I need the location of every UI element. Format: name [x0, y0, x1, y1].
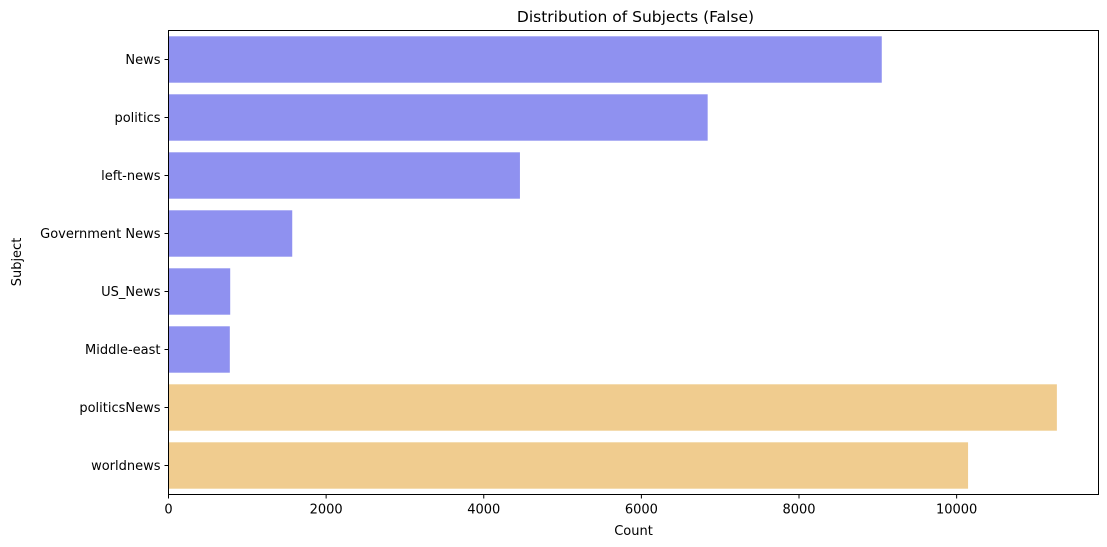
y-tick-label: left-news: [101, 169, 161, 184]
bar-politicsnews: [168, 384, 1057, 431]
axes-layer: [168, 30, 1099, 495]
bar-news: [168, 36, 882, 83]
bar-worldnews: [168, 442, 969, 489]
y-tick-label: politicsNews: [79, 401, 160, 416]
y-tick-label: Government News: [40, 227, 161, 242]
y-tick-label: politics: [114, 111, 160, 126]
bars-layer: [168, 36, 1057, 489]
y-tick-label: US_News: [101, 285, 161, 300]
chart-title: Distribution of Subjects (False): [517, 8, 754, 26]
x-tick-label: 4000: [467, 503, 500, 518]
y-axis-label: Subject: [10, 238, 25, 287]
bar-middle-east: [168, 326, 230, 373]
y-tick-label: News: [125, 53, 160, 68]
x-tick-label: 8000: [782, 503, 815, 518]
x-tick-label: 2000: [310, 503, 343, 518]
bar-government-news: [168, 210, 293, 257]
y-axis-ticks: News politics left-news Government News US_N…: [40, 53, 169, 474]
bar-politics: [168, 94, 708, 141]
y-tick-label: Middle-east: [85, 343, 160, 358]
x-tick-label: 10000: [936, 503, 977, 518]
x-tick-label: 6000: [625, 503, 658, 518]
bar-us-news: [168, 268, 231, 315]
plot-frame: [168, 30, 1099, 495]
bar-left-news: [168, 152, 520, 199]
x-axis-ticks: 0 2000 4000 6000 8000 10000: [164, 494, 977, 518]
y-tick-label: worldnews: [91, 459, 161, 474]
x-tick-label: 0: [164, 503, 172, 518]
x-axis-label: Count: [614, 524, 653, 539]
